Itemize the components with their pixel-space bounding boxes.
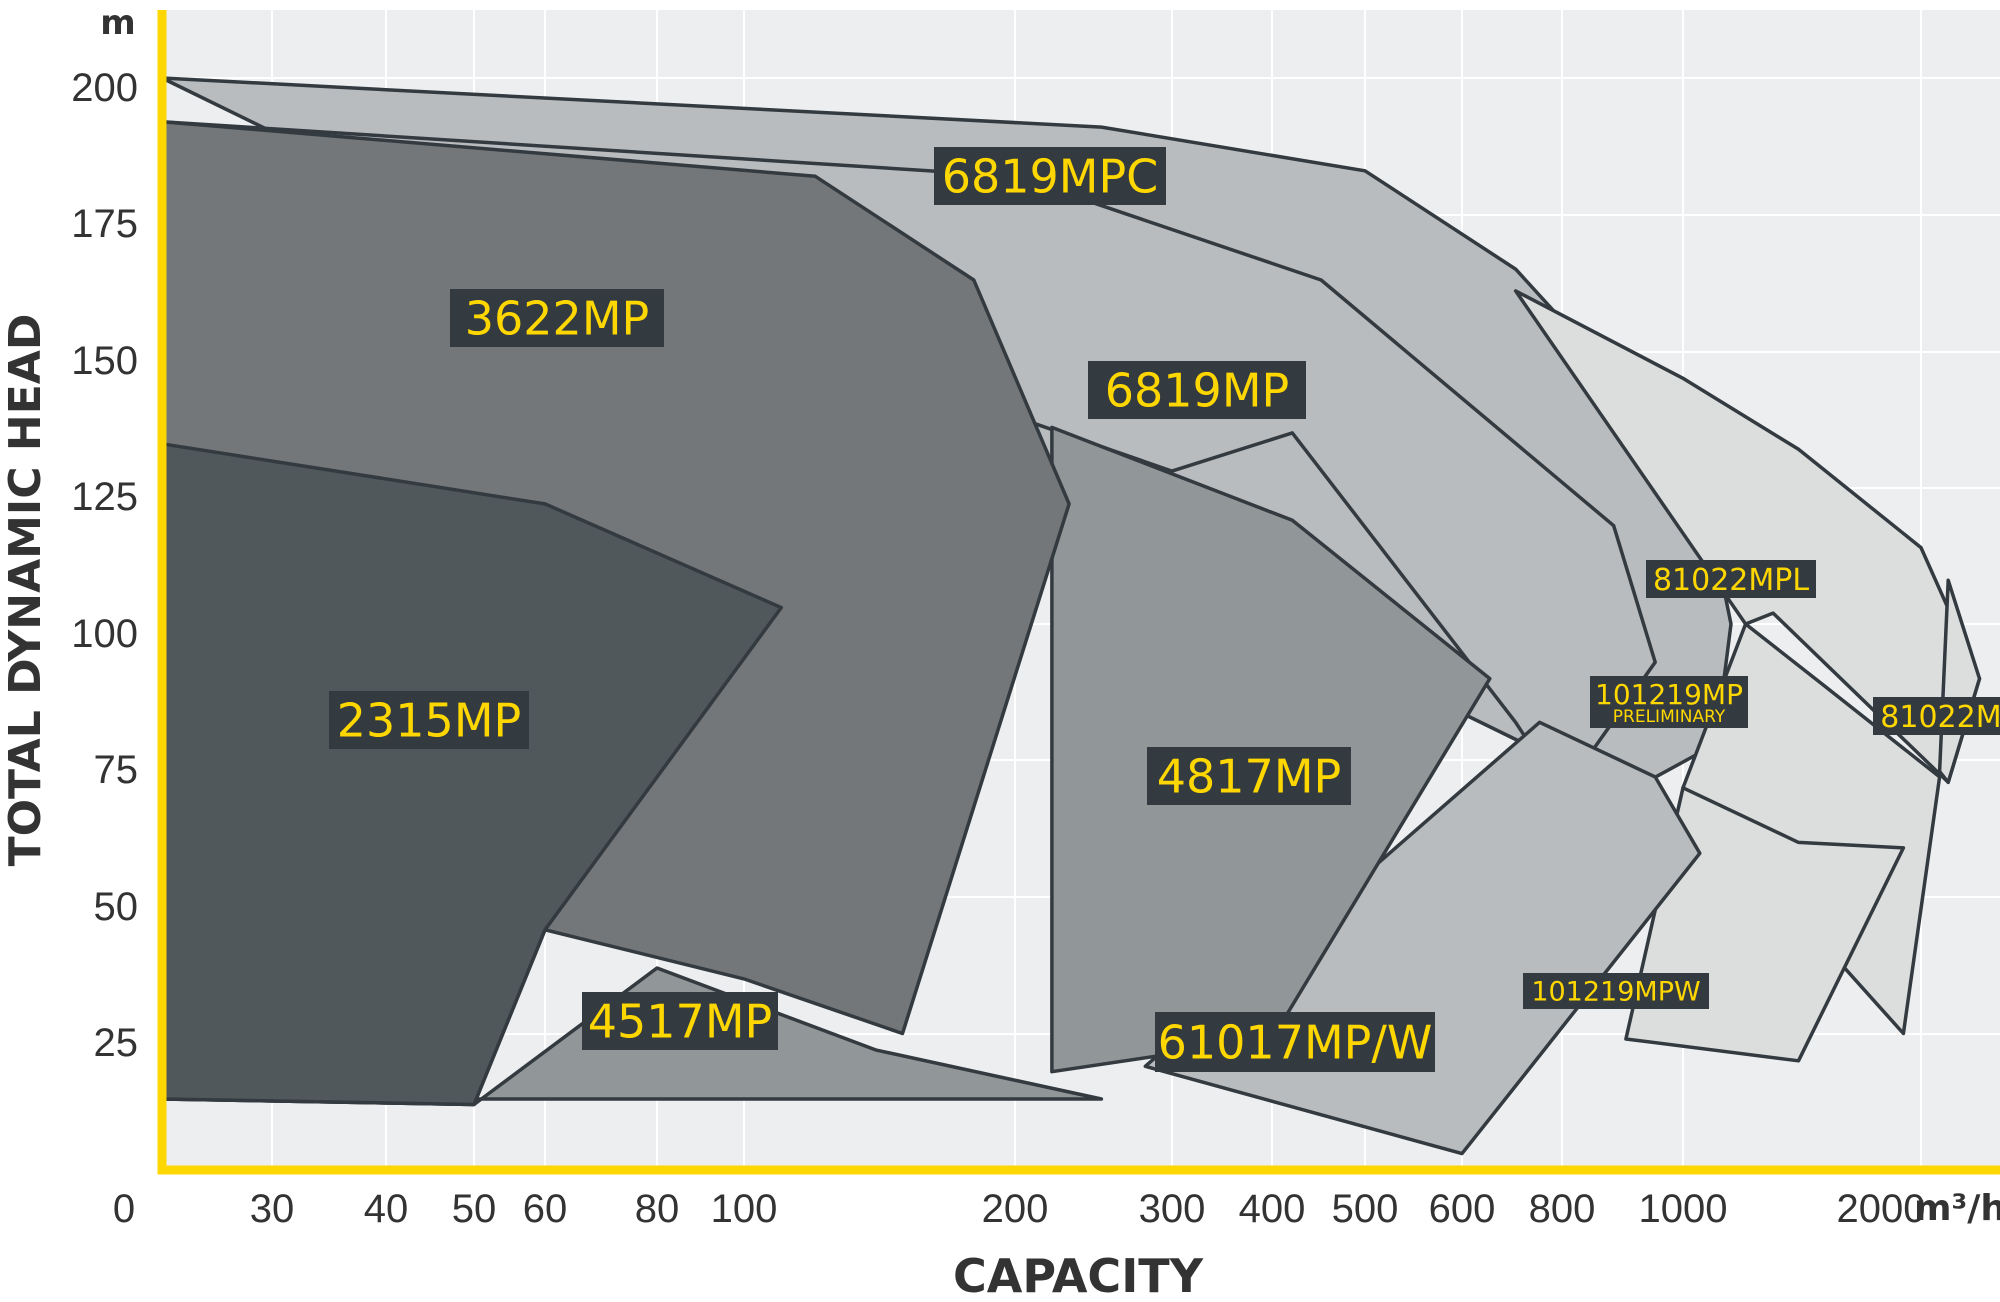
y-axis-title: TOTAL DYNAMIC HEAD — [0, 314, 51, 867]
x-tick-label: 80 — [635, 1187, 680, 1231]
x-tick-label: 0 — [113, 1187, 135, 1231]
label-box-4517mp — [582, 992, 778, 1050]
label-101219mpw: 101219MPW — [1531, 977, 1700, 1008]
label-box-101219mp — [1590, 676, 1748, 728]
label-101219mp: 101219MP — [1595, 678, 1743, 711]
x-tick-label: 100 — [711, 1187, 778, 1231]
label-2315mp: 2315MP — [337, 694, 522, 748]
x-tick-label: 2000 — [1837, 1187, 1926, 1231]
label-box-61017mp-w — [1155, 1012, 1435, 1072]
x-tick-label: 50 — [452, 1187, 497, 1231]
label-box-81022mpl — [1646, 560, 1816, 598]
label-4517mp: 4517MP — [588, 995, 773, 1049]
label-box-101219mpw — [1523, 973, 1709, 1009]
x-tick-label: 300 — [1139, 1187, 1206, 1231]
label-4817mp: 4817MP — [1157, 750, 1342, 804]
x-axis-title: CAPACITY — [953, 1249, 1204, 1302]
y-tick-label: 175 — [71, 202, 138, 246]
y-tick-label: 100 — [71, 612, 138, 656]
y-tick-label: 75 — [94, 748, 139, 792]
x-tick-label: 60 — [523, 1187, 568, 1231]
x-tick-label: 800 — [1529, 1187, 1596, 1231]
x-unit-label: m³/h — [1914, 1188, 2000, 1229]
y-tick-label: 50 — [94, 885, 139, 929]
axes — [157, 10, 2000, 1175]
x-tick-label: 600 — [1429, 1187, 1496, 1231]
x-tick-label: 400 — [1239, 1187, 1306, 1231]
y-unit-label: m — [100, 3, 135, 43]
tick-labels: 0 30 40 50 60 80 100 200 300 400 500 600 800 1000 2000… — [71, 66, 1925, 1231]
label-81022mpl: 81022MPL — [1653, 563, 1809, 598]
label-sub-101219mp: PRELIMINARY — [1613, 707, 1726, 727]
region-labels: 6819MPC 3622MP 6819MP 2315MP 4817MP 4517MP 610… — [329, 147, 2000, 1072]
label-box-81022mp — [1873, 697, 2000, 735]
label-box-3622mp — [450, 289, 664, 347]
label-box-6819mp — [1088, 361, 1306, 419]
x-tick-label: 200 — [982, 1187, 1049, 1231]
x-tick-label: 500 — [1332, 1187, 1399, 1231]
x-tick-label: 1000 — [1639, 1187, 1728, 1231]
label-81022mp: 81022MP — [1880, 700, 2000, 735]
y-tick-label: 150 — [71, 339, 138, 383]
label-box-6819mpc — [934, 147, 1166, 205]
label-3622mp: 3622MP — [465, 292, 650, 346]
label-61017mp-w: 61017MP/W — [1158, 1016, 1433, 1070]
y-tick-label: 200 — [71, 66, 138, 110]
y-tick-label: 125 — [71, 475, 138, 519]
y-tick-label: 25 — [94, 1021, 139, 1065]
x-tick-label: 30 — [250, 1187, 295, 1231]
x-tick-label: 40 — [364, 1187, 409, 1231]
label-box-4817mp — [1147, 747, 1351, 805]
label-box-2315mp — [329, 691, 529, 749]
label-6819mpc: 6819MPC — [942, 150, 1159, 204]
label-6819mp: 6819MP — [1105, 364, 1290, 418]
